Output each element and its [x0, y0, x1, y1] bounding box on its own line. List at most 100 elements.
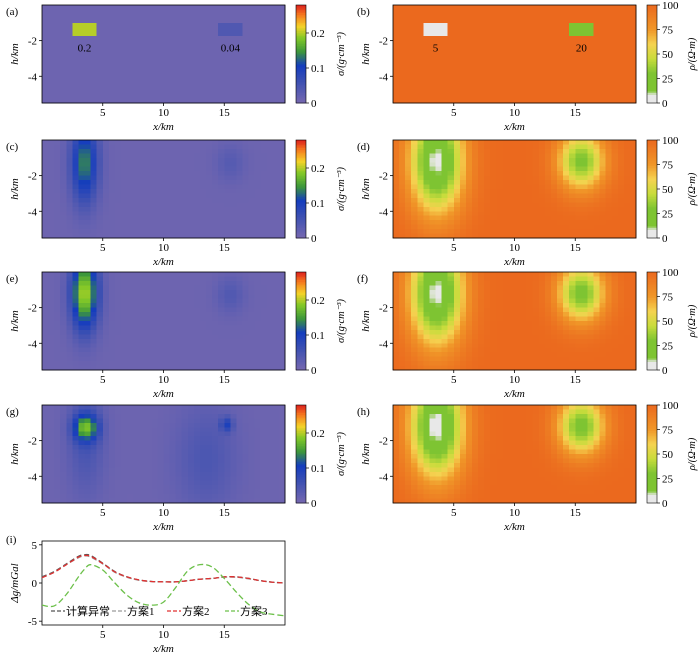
heatmap-cell — [133, 18, 140, 24]
heatmap-cell — [423, 289, 430, 295]
heatmap-cell — [120, 45, 128, 50]
heatmap-cell — [212, 157, 219, 163]
heatmap-cell — [411, 220, 418, 226]
heatmap-cell — [78, 36, 85, 42]
heatmap-cell — [453, 9, 461, 15]
heatmap-cell — [181, 54, 189, 59]
heatmap-cell — [90, 307, 98, 313]
heatmap-cell — [90, 171, 98, 177]
heatmap-cell — [514, 49, 521, 55]
heatmap-cell — [230, 334, 237, 340]
heatmap-cell — [120, 27, 128, 33]
heatmap-cell — [224, 206, 231, 212]
heatmap-cell — [423, 40, 430, 46]
heatmap-cell — [66, 27, 73, 33]
heatmap-cell — [581, 89, 588, 95]
heatmap-cell — [587, 229, 594, 234]
heatmap-cell — [423, 162, 430, 168]
heatmap-cell — [465, 220, 473, 226]
heatmap-cell — [72, 13, 79, 19]
heatmap-cell — [423, 5, 430, 10]
colorbar-swatch — [296, 159, 306, 162]
heatmap-cell — [96, 67, 104, 73]
heatmap-cell — [569, 31, 576, 37]
heatmap-cell — [593, 229, 600, 234]
heatmap-cell — [84, 175, 91, 181]
heatmap-cell — [90, 365, 98, 371]
heatmap-cell — [550, 193, 558, 199]
heatmap-cell — [557, 157, 564, 163]
heatmap-cell — [78, 193, 85, 199]
heatmap-cell — [581, 54, 588, 59]
heatmap-cell — [272, 9, 280, 15]
heatmap-cell — [72, 229, 79, 234]
heatmap-cell — [139, 229, 146, 234]
heatmap-cell — [54, 276, 61, 282]
heatmap-cell — [581, 229, 588, 234]
heatmap-cell — [266, 148, 274, 154]
heatmap-cell — [550, 98, 558, 104]
heatmap-cell — [78, 157, 85, 163]
heatmap-cell — [508, 62, 515, 68]
heatmap-cell — [78, 171, 85, 177]
heatmap-cell — [230, 180, 237, 185]
heatmap-cell — [508, 153, 515, 159]
heatmap-cell — [538, 27, 546, 33]
heatmap-cell — [429, 9, 436, 15]
heatmap-cell — [471, 67, 479, 73]
heatmap-cell — [133, 233, 140, 239]
heatmap-cell — [66, 162, 73, 168]
heatmap-cell — [60, 316, 67, 322]
heatmap-cell — [212, 22, 219, 28]
heatmap-cell — [120, 197, 128, 203]
heatmap-cell — [605, 211, 613, 217]
heatmap-cell — [496, 215, 503, 221]
heatmap-cell — [78, 211, 85, 217]
heatmap-cell — [411, 62, 418, 68]
heatmap-cell — [429, 144, 436, 150]
heatmap-cell — [127, 67, 134, 73]
heatmap-cell — [471, 206, 479, 212]
heatmap-cell — [224, 18, 231, 24]
heatmap-cell — [242, 184, 249, 190]
heatmap-cell — [212, 189, 219, 194]
heatmap-cell — [236, 276, 243, 282]
heatmap-cell — [206, 321, 213, 326]
heatmap-cell — [441, 144, 449, 150]
heatmap-cell — [120, 233, 128, 239]
heatmap-cell — [193, 202, 201, 208]
heatmap-cell — [429, 157, 436, 163]
heatmap-cell — [90, 13, 98, 19]
heatmap-cell — [605, 54, 613, 59]
heatmap-cell — [157, 343, 164, 349]
heatmap-cell — [84, 144, 91, 150]
heatmap-cell — [60, 36, 67, 42]
heatmap-cell — [484, 31, 491, 37]
heatmap-cell — [514, 13, 521, 19]
colorbar-swatch — [647, 49, 657, 52]
heatmap-cell — [502, 67, 509, 73]
heatmap-cell — [490, 58, 497, 64]
heatmap-cell — [508, 224, 515, 230]
heatmap-cell — [84, 189, 91, 194]
heatmap-cell — [538, 67, 546, 73]
heatmap-cell — [266, 49, 274, 55]
heatmap-cell — [278, 356, 286, 362]
heatmap-cell — [435, 224, 442, 230]
heatmap-cell — [78, 13, 85, 19]
heatmap-cell — [84, 13, 91, 19]
heatmap-cell — [42, 316, 49, 322]
heatmap-cell — [72, 36, 79, 42]
heatmap-cell — [593, 157, 600, 163]
heatmap-cell — [133, 352, 140, 358]
heatmap-cell — [139, 40, 146, 46]
heatmap-cell — [157, 298, 164, 304]
heatmap-cell — [429, 325, 436, 331]
heatmap-cell — [169, 325, 177, 331]
heatmap-cell — [490, 189, 497, 194]
heatmap-cell — [532, 224, 540, 230]
heatmap-cell — [96, 285, 104, 291]
heatmap-cell — [465, 49, 473, 55]
heatmap-cell — [72, 312, 79, 317]
heatmap-cell — [218, 211, 225, 217]
